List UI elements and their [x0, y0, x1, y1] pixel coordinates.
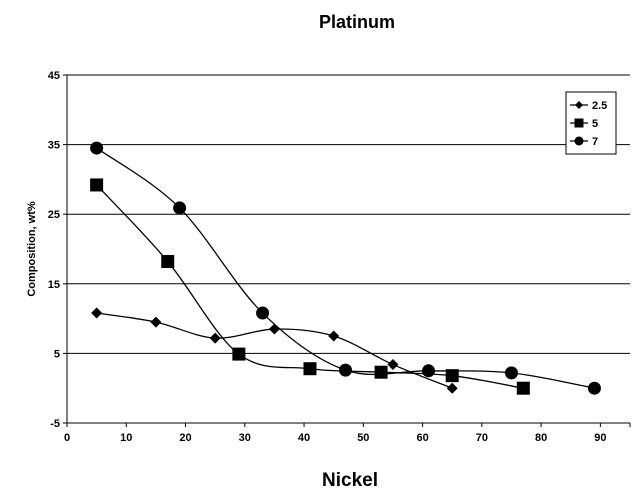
- y-axis-label: Composition, wt%: [26, 201, 38, 297]
- legend-label-2: 7: [592, 136, 598, 148]
- ticks: -5 5 15 25 35 45 0 10 20 30 40 50 60 70 80 90: [48, 70, 631, 444]
- y-tick-label-2: 15: [48, 279, 60, 291]
- series-2: [90, 141, 601, 395]
- y-tick-label-1: 5: [54, 348, 60, 360]
- data-point-1-0: [90, 178, 104, 192]
- data-point-0-1: [150, 316, 162, 328]
- legend-marker-0: [575, 101, 583, 109]
- data-point-0-3: [268, 323, 280, 335]
- data-point-2-0: [90, 141, 104, 155]
- y-tick-label-5: 45: [48, 70, 60, 82]
- data-point-0-4: [328, 330, 340, 342]
- x-tick-label-1: 10: [120, 432, 132, 444]
- legend-marker-2: [574, 136, 584, 146]
- data-point-2-3: [339, 363, 353, 377]
- x-tick-label-0: 0: [64, 432, 70, 444]
- x-tick-label-5: 50: [357, 432, 369, 444]
- x-axis-label: Nickel: [322, 470, 378, 491]
- legend: 2.5 5 7: [565, 91, 617, 155]
- series-0: [91, 307, 458, 394]
- x-tick-label-4: 40: [298, 432, 310, 444]
- data-point-1-3: [303, 362, 317, 376]
- chart-title: Platinum: [319, 12, 395, 32]
- data-point-0-2: [209, 332, 221, 344]
- data-point-0-6: [446, 382, 458, 394]
- x-tick-label-8: 80: [535, 432, 547, 444]
- legend-label-0: 2.5: [592, 100, 607, 112]
- data-point-0-0: [91, 307, 103, 319]
- data-point-2-2: [256, 306, 270, 320]
- series-line-2: [96, 147, 595, 389]
- legend-marker-1: [574, 118, 584, 128]
- x-tick-label-7: 70: [476, 432, 488, 444]
- series-line-1: [96, 184, 524, 389]
- data-point-1-4: [374, 365, 388, 379]
- data-point-1-5: [445, 369, 459, 383]
- y-tick-label-0: -5: [50, 418, 60, 430]
- x-tick-label-9: 90: [594, 432, 606, 444]
- data-point-1-1: [161, 255, 175, 269]
- data-point-2-4: [422, 364, 436, 378]
- x-tick-label-2: 20: [179, 432, 191, 444]
- series-1: [90, 178, 530, 395]
- y-tick-label-3: 25: [48, 209, 60, 221]
- data-point-2-1: [173, 201, 187, 215]
- gridlines: [67, 74, 630, 354]
- data-point-2-5: [504, 366, 518, 380]
- x-tick-label-6: 60: [416, 432, 428, 444]
- data-point-1-2: [232, 347, 246, 361]
- y-tick-label-4: 35: [48, 140, 60, 152]
- data-point-1-6: [516, 381, 530, 395]
- data-point-2-6: [587, 381, 601, 395]
- x-tick-label-3: 30: [239, 432, 251, 444]
- series-layer: [90, 141, 601, 395]
- data-point-0-5: [387, 359, 399, 371]
- axes: [66, 75, 630, 424]
- legend-label-1: 5: [592, 118, 598, 130]
